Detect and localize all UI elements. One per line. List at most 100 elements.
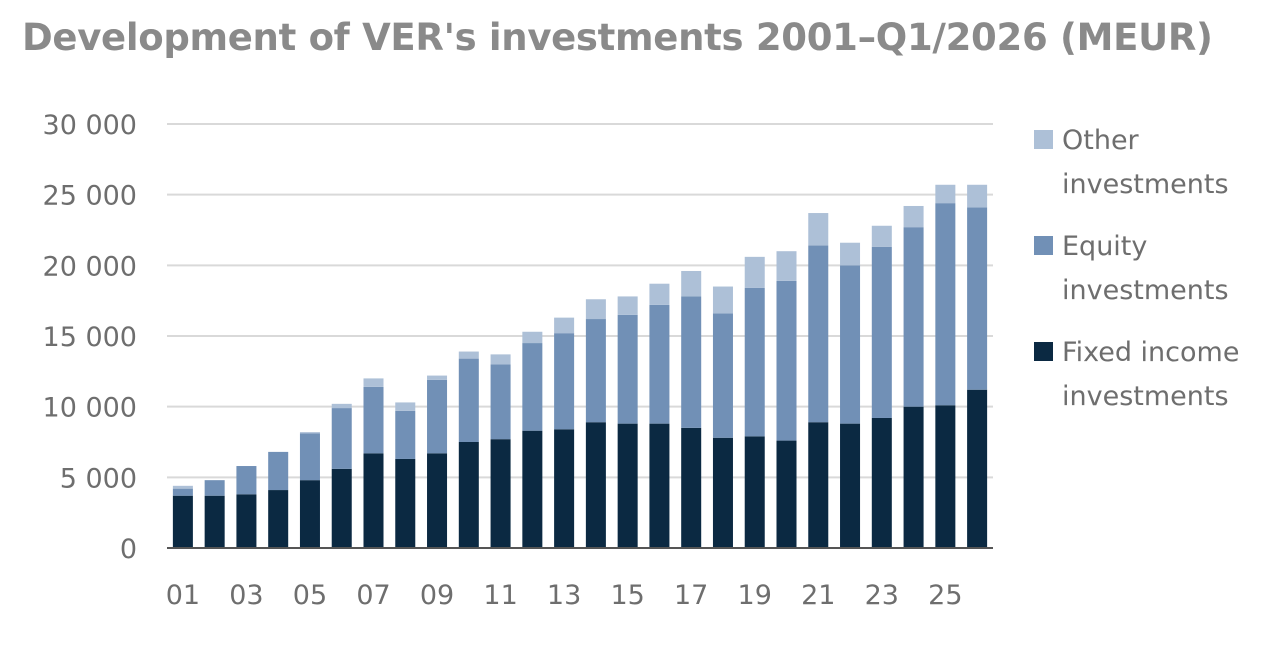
- legend-label: investments: [1062, 275, 1229, 306]
- bar-segment-equity: [617, 314, 638, 424]
- bar-segment-equity: [490, 364, 511, 440]
- y-tick-label: 0: [120, 534, 137, 565]
- bar-segment-other: [712, 286, 733, 314]
- bar-segment-other: [744, 256, 765, 288]
- bar-segment-equity: [172, 488, 193, 496]
- x-tick-label: 07: [356, 580, 390, 611]
- bar-segment-other: [172, 485, 193, 489]
- bar-segment-other: [617, 296, 638, 315]
- legend-label: Other: [1062, 125, 1140, 156]
- bar-segment-other: [363, 378, 384, 387]
- bar-segment-fixed: [458, 442, 479, 548]
- bar-segment-equity: [395, 410, 416, 459]
- chart-title: Development of VER's investments 2001–Q1…: [22, 16, 1213, 59]
- y-tick-label: 15 000: [43, 322, 137, 353]
- bar-segment-equity: [712, 313, 733, 438]
- bar-segment-other: [776, 251, 797, 281]
- bar-segment-equity: [331, 408, 352, 469]
- legend-swatch: [1034, 236, 1053, 255]
- bar-segment-fixed: [840, 423, 861, 548]
- bar-segment-other: [585, 299, 606, 320]
- y-tick-label: 30 000: [43, 110, 137, 141]
- y-axis-tick-labels: 0 5 000 10 000 15 000 20 000 25 000 30 000: [43, 110, 137, 565]
- bar-segment-equity: [776, 280, 797, 441]
- bar-segment-fixed: [299, 480, 320, 548]
- bar-segment-fixed: [744, 436, 765, 548]
- legend-label: investments: [1062, 169, 1229, 200]
- x-tick-label: 19: [738, 580, 772, 611]
- x-tick-label: 05: [293, 580, 327, 611]
- bar-segment-fixed: [268, 490, 289, 548]
- bar-segment-other: [649, 283, 670, 305]
- legend-label: Fixed income: [1062, 337, 1239, 368]
- bar-segment-fixed: [427, 453, 448, 548]
- x-tick-label: 03: [229, 580, 263, 611]
- bar-segment-equity: [903, 227, 924, 407]
- bar-segment-other: [395, 402, 416, 411]
- bar-segment-other: [840, 242, 861, 266]
- legend-swatch: [1034, 130, 1053, 149]
- x-tick-label: 21: [801, 580, 835, 611]
- y-tick-label: 20 000: [43, 251, 137, 282]
- bar-segment-other: [331, 403, 352, 409]
- bar-segment-other: [522, 331, 543, 344]
- bar-segment-fixed: [935, 405, 956, 548]
- bar-segment-fixed: [967, 389, 988, 548]
- x-axis-tick-labels: 01 03 05 07 09 11 13 15 17 19 21 23 25: [166, 580, 963, 611]
- bar-segment-equity: [744, 287, 765, 437]
- bar-segment-fixed: [204, 495, 225, 548]
- bar-segment-fixed: [236, 494, 257, 548]
- bar-segment-fixed: [776, 440, 797, 548]
- y-tick-label: 10 000: [43, 393, 137, 424]
- y-tick-label: 5 000: [60, 463, 137, 494]
- bar-segment-other: [808, 213, 829, 246]
- x-tick-label: 17: [674, 580, 708, 611]
- bar-segment-fixed: [172, 495, 193, 548]
- bar-segment-fixed: [554, 429, 575, 548]
- bar-segment-equity: [840, 265, 861, 424]
- bar-segment-other: [681, 270, 702, 297]
- bar-segment-equity: [935, 203, 956, 406]
- bar-segment-equity: [681, 296, 702, 428]
- legend-label: investments: [1062, 381, 1229, 412]
- y-tick-label: 25 000: [43, 181, 137, 212]
- bar-segment-fixed: [331, 468, 352, 548]
- bar-segment-equity: [299, 433, 320, 481]
- bar-segment-fixed: [903, 406, 924, 548]
- bar-segment-equity: [585, 319, 606, 423]
- bar-segment-equity: [427, 379, 448, 454]
- bar-segment-fixed: [871, 417, 892, 548]
- bar-segment-fixed: [363, 453, 384, 548]
- bar-segment-other: [299, 432, 320, 434]
- legend-label: Equity: [1062, 231, 1147, 262]
- bar-segment-equity: [871, 246, 892, 418]
- bar-segment-other: [935, 184, 956, 204]
- x-tick-label: 23: [865, 580, 899, 611]
- bar-segment-equity: [363, 386, 384, 454]
- bar-segment-fixed: [712, 437, 733, 548]
- bar-segment-fixed: [522, 430, 543, 548]
- x-tick-label: 15: [610, 580, 644, 611]
- bar-segment-fixed: [585, 422, 606, 548]
- bar-segment-other: [458, 351, 479, 359]
- bar-segment-fixed: [649, 423, 670, 548]
- bar-segment-other: [490, 354, 511, 365]
- bars: [172, 184, 988, 548]
- bar-segment-equity: [268, 451, 289, 491]
- legend-swatch: [1034, 342, 1053, 361]
- bar-segment-equity: [204, 480, 225, 496]
- gridlines: [167, 123, 993, 479]
- bar-segment-fixed: [617, 423, 638, 548]
- bar-segment-other: [871, 225, 892, 247]
- bar-segment-other: [967, 184, 988, 208]
- bar-segment-equity: [522, 343, 543, 431]
- bar-segment-other: [427, 375, 448, 380]
- x-tick-label: 01: [166, 580, 200, 611]
- bar-segment-fixed: [681, 427, 702, 548]
- x-tick-label: 13: [547, 580, 581, 611]
- bar-segment-fixed: [490, 439, 511, 548]
- bar-segment-equity: [236, 466, 257, 495]
- x-tick-label: 11: [483, 580, 517, 611]
- bar-segment-fixed: [395, 458, 416, 548]
